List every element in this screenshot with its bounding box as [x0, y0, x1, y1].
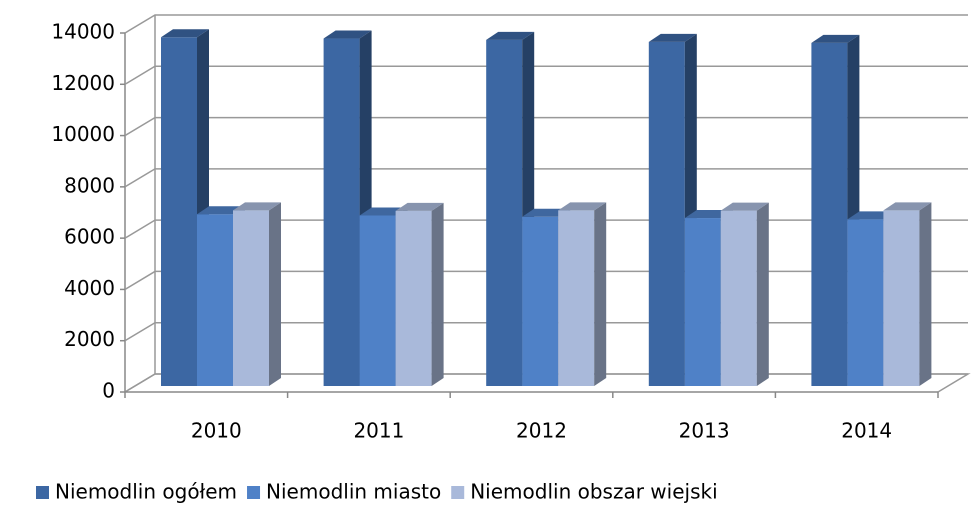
bar-top	[883, 202, 932, 211]
bar-top	[648, 33, 697, 42]
bar-front	[684, 218, 721, 386]
bar-top	[323, 30, 372, 39]
bar-front	[883, 210, 920, 386]
y-tick-label: 12000	[51, 71, 115, 95]
bar-top	[558, 202, 607, 211]
bar-front	[197, 214, 233, 386]
bar	[558, 202, 607, 386]
bar-side	[594, 202, 607, 386]
bar-front	[811, 42, 848, 387]
bar-front	[558, 210, 595, 386]
y-tick-label: 0	[102, 379, 115, 403]
grid-line	[124, 116, 968, 137]
x-tick-label: 2011	[353, 419, 404, 443]
bar-front	[359, 215, 396, 386]
bar-front	[486, 39, 523, 386]
bar-top	[395, 202, 444, 211]
bar	[883, 202, 932, 386]
x-tick-label: 2010	[191, 419, 242, 443]
bar-front	[161, 37, 197, 386]
y-tick-label: 4000	[64, 276, 115, 300]
y-tick-label: 6000	[64, 225, 115, 249]
y-tick-label: 14000	[51, 20, 115, 44]
grid-line	[124, 14, 968, 34]
bar-top	[486, 31, 535, 40]
grid-line	[124, 65, 968, 85]
grid-line	[124, 168, 968, 188]
bar-front	[395, 210, 432, 386]
bar-side	[269, 202, 281, 386]
legend-swatch	[247, 486, 261, 499]
x-tick-label: 2012	[516, 419, 567, 443]
x-tick-label: 2013	[679, 419, 730, 443]
x-tick-label: 2014	[841, 419, 892, 443]
legend-label: Niemodlin obszar wiejski	[470, 480, 717, 504]
bar-front	[847, 219, 884, 386]
bar-front	[720, 210, 757, 386]
bar	[233, 202, 281, 386]
bar-top	[720, 202, 769, 211]
bar-front	[233, 210, 269, 386]
bar-front	[323, 38, 360, 387]
bar-top	[233, 202, 281, 211]
bar-side	[919, 202, 932, 386]
bar	[486, 31, 535, 386]
bar-top	[161, 29, 209, 38]
legend-label: Niemodlin miasto	[266, 480, 441, 504]
legend-label: Niemodlin ogółem	[55, 480, 237, 504]
y-tick-label: 8000	[64, 173, 115, 197]
y-tick-label: 2000	[64, 327, 115, 351]
legend-swatch	[451, 486, 465, 499]
bar-side	[756, 202, 769, 386]
bar	[395, 202, 444, 386]
bar-top	[811, 34, 860, 43]
bar	[811, 34, 860, 387]
legend-swatch	[36, 486, 49, 499]
bar-front	[522, 216, 559, 386]
bar-front	[648, 41, 685, 386]
bar-side	[431, 202, 444, 386]
bar	[720, 202, 769, 386]
y-tick-label: 10000	[51, 122, 115, 146]
